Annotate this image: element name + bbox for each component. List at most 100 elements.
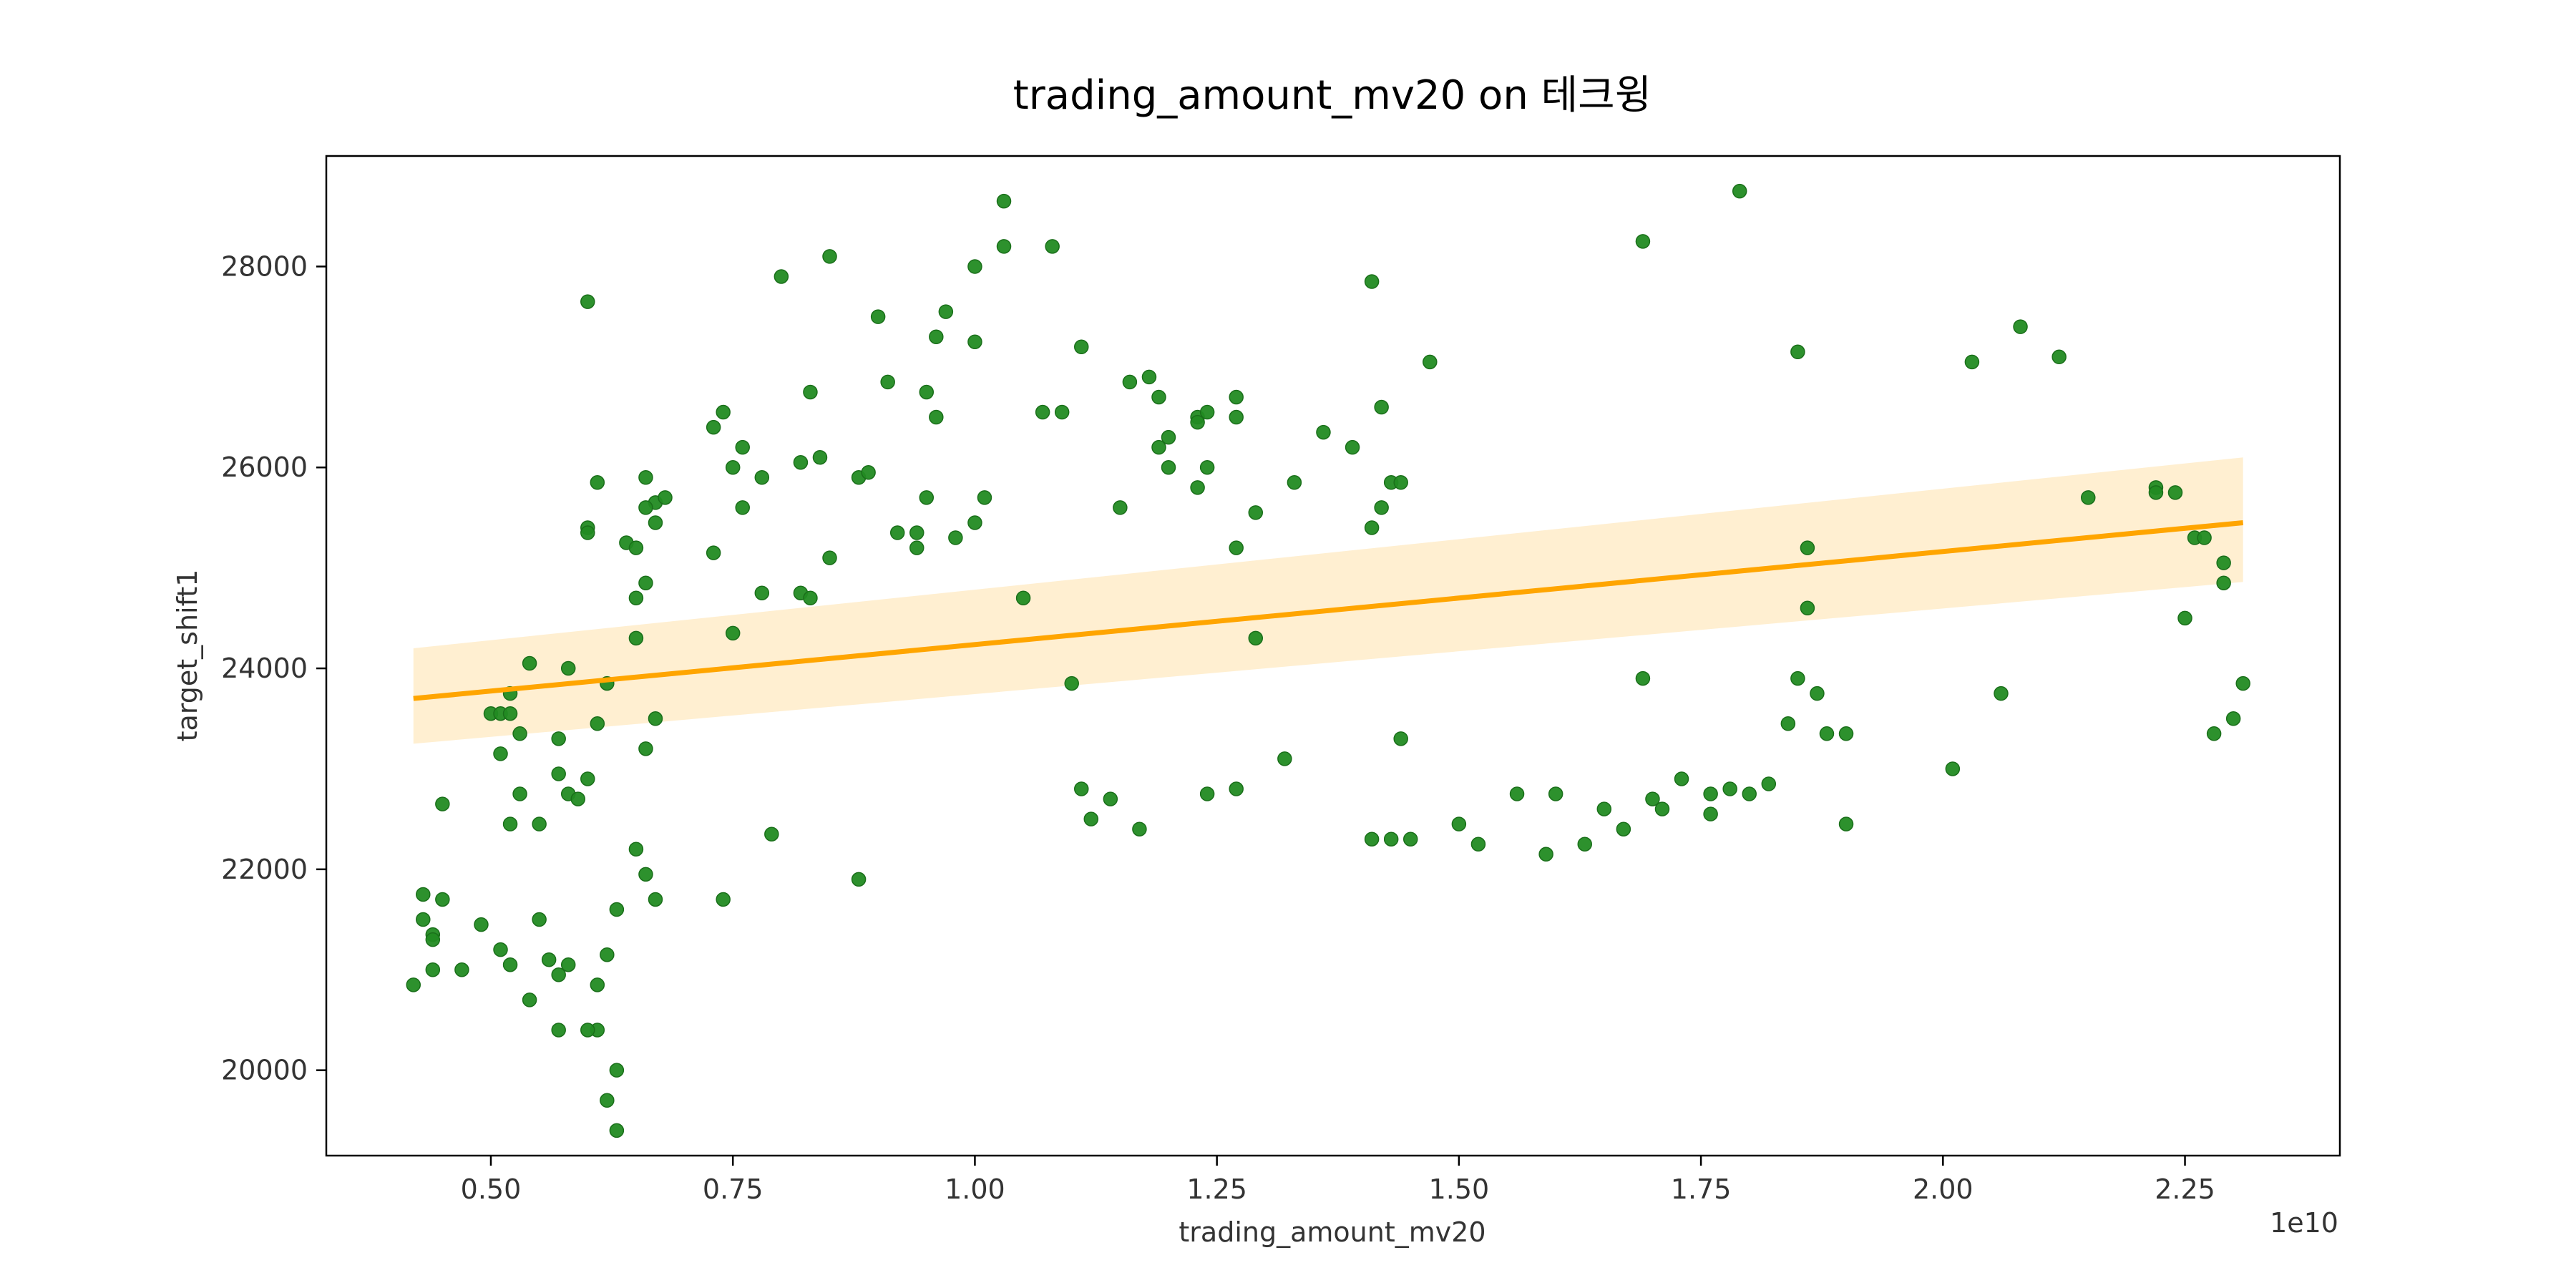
data-point: [861, 465, 876, 480]
data-point: [880, 374, 895, 390]
data-point: [1742, 786, 1757, 801]
data-point: [1761, 776, 1777, 791]
data-point: [1945, 761, 1961, 776]
data-point: [754, 585, 770, 600]
data-point: [638, 470, 653, 485]
data-point: [551, 967, 566, 982]
data-point: [977, 490, 992, 505]
data-point: [2013, 319, 2028, 334]
data-point: [1819, 726, 1835, 741]
data-point: [570, 791, 585, 806]
data-point: [1964, 354, 1980, 370]
x-axis-offset-label: 1e10: [2270, 1207, 2338, 1239]
data-point: [1132, 821, 1147, 836]
y-axis-label: target_shift1: [172, 570, 203, 742]
data-point: [1402, 831, 1418, 847]
x-axis-ticks: 0.50 0.75 1.00 1.25 1.50 1.75 2.00 2.25: [461, 1156, 2215, 1205]
x-tick-label: 0.50: [461, 1174, 522, 1205]
data-point: [716, 892, 731, 907]
data-point: [1732, 183, 1747, 199]
data-point: [1141, 369, 1157, 385]
data-point: [929, 329, 944, 344]
data-point: [1393, 731, 1408, 746]
data-point: [2177, 610, 2192, 626]
data-point: [638, 575, 653, 590]
data-point: [502, 957, 518, 972]
data-point: [609, 902, 625, 917]
data-point: [754, 470, 770, 485]
data-point: [416, 912, 431, 927]
data-point: [1161, 459, 1176, 475]
data-point: [416, 887, 431, 902]
data-point: [2225, 711, 2241, 726]
data-point: [532, 816, 547, 831]
data-point: [2167, 485, 2183, 500]
data-point: [628, 841, 644, 857]
x-tick-label: 2.00: [1913, 1174, 1974, 1205]
data-point: [541, 952, 557, 967]
data-point: [1451, 816, 1467, 831]
data-point: [1015, 590, 1031, 606]
chart-title: trading_amount_mv20 on 테크윙: [1013, 72, 1652, 119]
data-point: [889, 525, 905, 540]
data-point: [822, 249, 837, 264]
data-point: [2197, 530, 2212, 545]
data-point: [929, 409, 944, 425]
data-point: [551, 731, 566, 746]
data-point: [628, 590, 644, 606]
data-point: [793, 454, 809, 470]
data-point: [406, 977, 421, 992]
data-point: [2216, 575, 2231, 590]
data-point: [1122, 374, 1138, 390]
data-point: [1316, 424, 1331, 440]
data-point: [1810, 686, 1825, 701]
data-point: [1229, 540, 1244, 555]
data-point: [609, 1063, 625, 1078]
data-point: [648, 711, 663, 726]
data-point: [638, 741, 653, 756]
data-point: [938, 304, 954, 319]
x-tick-label: 0.75: [703, 1174, 763, 1205]
data-point: [1074, 339, 1089, 355]
data-point: [1345, 439, 1360, 455]
data-point: [1616, 821, 1631, 836]
data-point: [590, 716, 605, 731]
data-point: [1190, 414, 1205, 430]
data-point: [1838, 726, 1854, 741]
data-point: [628, 540, 644, 555]
data-point: [522, 655, 537, 671]
data-point: [1190, 480, 1205, 495]
data-point: [580, 771, 595, 786]
data-point: [1161, 429, 1176, 445]
data-point: [1790, 670, 1805, 686]
data-point: [822, 550, 837, 565]
y-tick-label: 28000: [221, 250, 308, 282]
data-point: [2081, 490, 2096, 505]
data-point: [919, 384, 935, 400]
data-point: [1800, 540, 1815, 555]
data-point: [658, 490, 673, 505]
x-tick-label: 1.25: [1186, 1174, 1247, 1205]
data-point: [812, 449, 828, 465]
data-point: [1248, 505, 1264, 520]
data-point: [1383, 831, 1399, 847]
data-point: [2216, 555, 2231, 570]
data-point: [1229, 409, 1244, 425]
data-point: [1509, 786, 1525, 801]
data-point: [1199, 404, 1215, 420]
data-point: [648, 515, 663, 530]
data-point: [1364, 274, 1380, 289]
data-point: [803, 384, 818, 400]
data-point: [522, 992, 537, 1008]
data-point: [628, 630, 644, 646]
data-point: [580, 294, 595, 309]
regression-line-layer: [413, 519, 2244, 701]
data-point: [638, 500, 653, 515]
data-point: [1548, 786, 1563, 801]
data-point: [735, 500, 750, 515]
data-point: [1277, 751, 1292, 766]
data-point: [1722, 781, 1737, 796]
data-point: [996, 193, 1012, 209]
data-point: [996, 239, 1012, 254]
data-point: [1703, 806, 1718, 821]
